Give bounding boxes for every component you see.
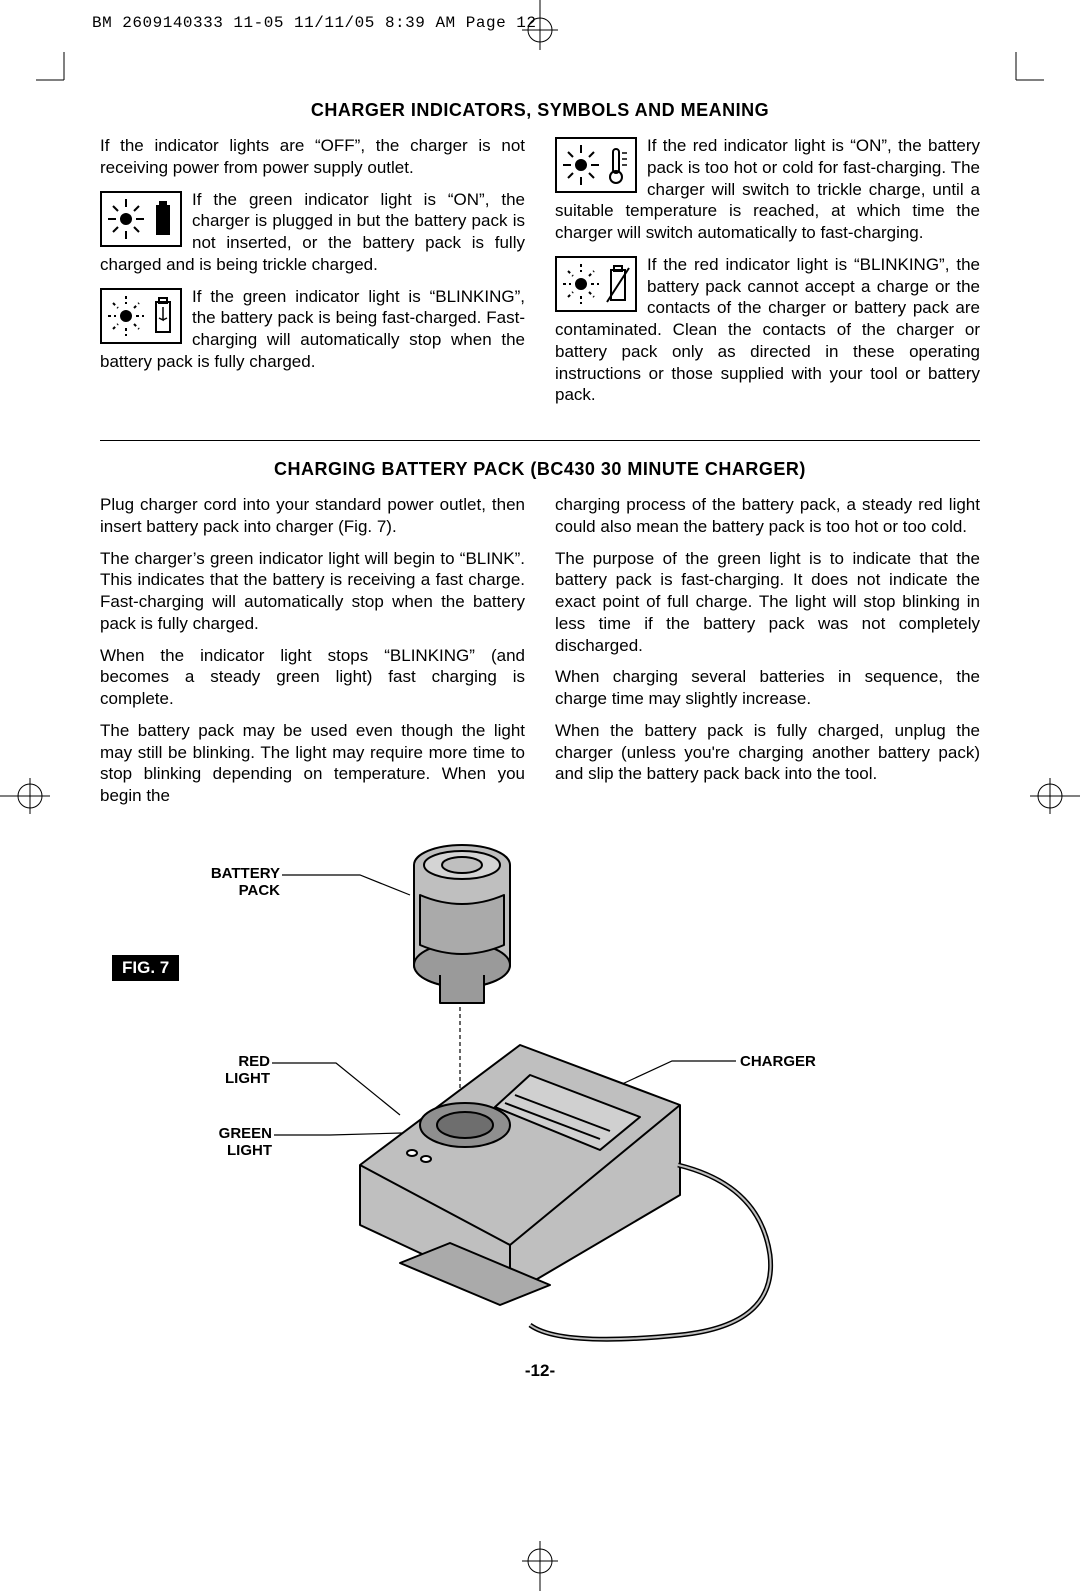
section2-columns: Plug charger cord into your standard pow…	[100, 494, 980, 817]
section2-title: CHARGING BATTERY PACK (BC430 30 MINUTE C…	[100, 459, 980, 480]
icon-green-on	[100, 191, 182, 247]
page-content: CHARGER INDICATORS, SYMBOLS AND MEANING …	[100, 100, 980, 1381]
print-header: BM 2609140333 11-05 11/11/05 8:39 AM Pag…	[92, 14, 536, 32]
divider	[100, 440, 980, 441]
s1-right-p1-wrap: If the red indicator light is “ON”, the …	[555, 135, 980, 244]
section1-title: CHARGER INDICATORS, SYMBOLS AND MEANING	[100, 100, 980, 121]
s1-right-p2-wrap: If the red indicator light is “BLINKING”…	[555, 254, 980, 406]
section1-col-left: If the indicator lights are “OFF”, the c…	[100, 135, 525, 416]
crop-tr	[1004, 52, 1044, 92]
s1-left-p3-wrap: If the green indicator light is “BLINKIN…	[100, 286, 525, 373]
section1-columns: If the indicator lights are “OFF”, the c…	[100, 135, 980, 416]
crop-tl	[36, 52, 76, 92]
figure-7: FIG. 7 BATTERY PACK RED LIGHT GREEN LIGH…	[100, 835, 980, 1355]
reg-mark-left	[0, 766, 50, 826]
s1-left-p1: If the indicator lights are “OFF”, the c…	[100, 135, 525, 179]
section1-col-right: If the red indicator light is “ON”, the …	[555, 135, 980, 416]
page-number: -12-	[100, 1361, 980, 1381]
s2-left-p4: The battery pack may be used even though…	[100, 720, 525, 807]
s1-left-p2-wrap: If the green indicator light is “ON”, th…	[100, 189, 525, 276]
charger-illustration	[300, 975, 820, 1355]
s2-left-p1: Plug charger cord into your standard pow…	[100, 494, 525, 538]
section2-col-right: charging process of the battery pack, a …	[555, 494, 980, 817]
s2-right-p4: When the battery pack is fully charged, …	[555, 720, 980, 785]
icon-red-on	[555, 137, 637, 193]
section2-col-left: Plug charger cord into your standard pow…	[100, 494, 525, 817]
s2-left-p2: The charger’s green indicator light will…	[100, 548, 525, 635]
s2-right-p3: When charging several batteries in seque…	[555, 666, 980, 710]
reg-mark-bottom	[510, 1541, 570, 1591]
icon-red-blink	[555, 256, 637, 312]
reg-mark-right	[1030, 766, 1080, 826]
s2-right-p1: charging process of the battery pack, a …	[555, 494, 980, 538]
s2-left-p3: When the indicator light stops “BLINKING…	[100, 645, 525, 710]
s2-right-p2: The purpose of the green light is to ind…	[555, 548, 980, 657]
icon-green-blink	[100, 288, 182, 344]
